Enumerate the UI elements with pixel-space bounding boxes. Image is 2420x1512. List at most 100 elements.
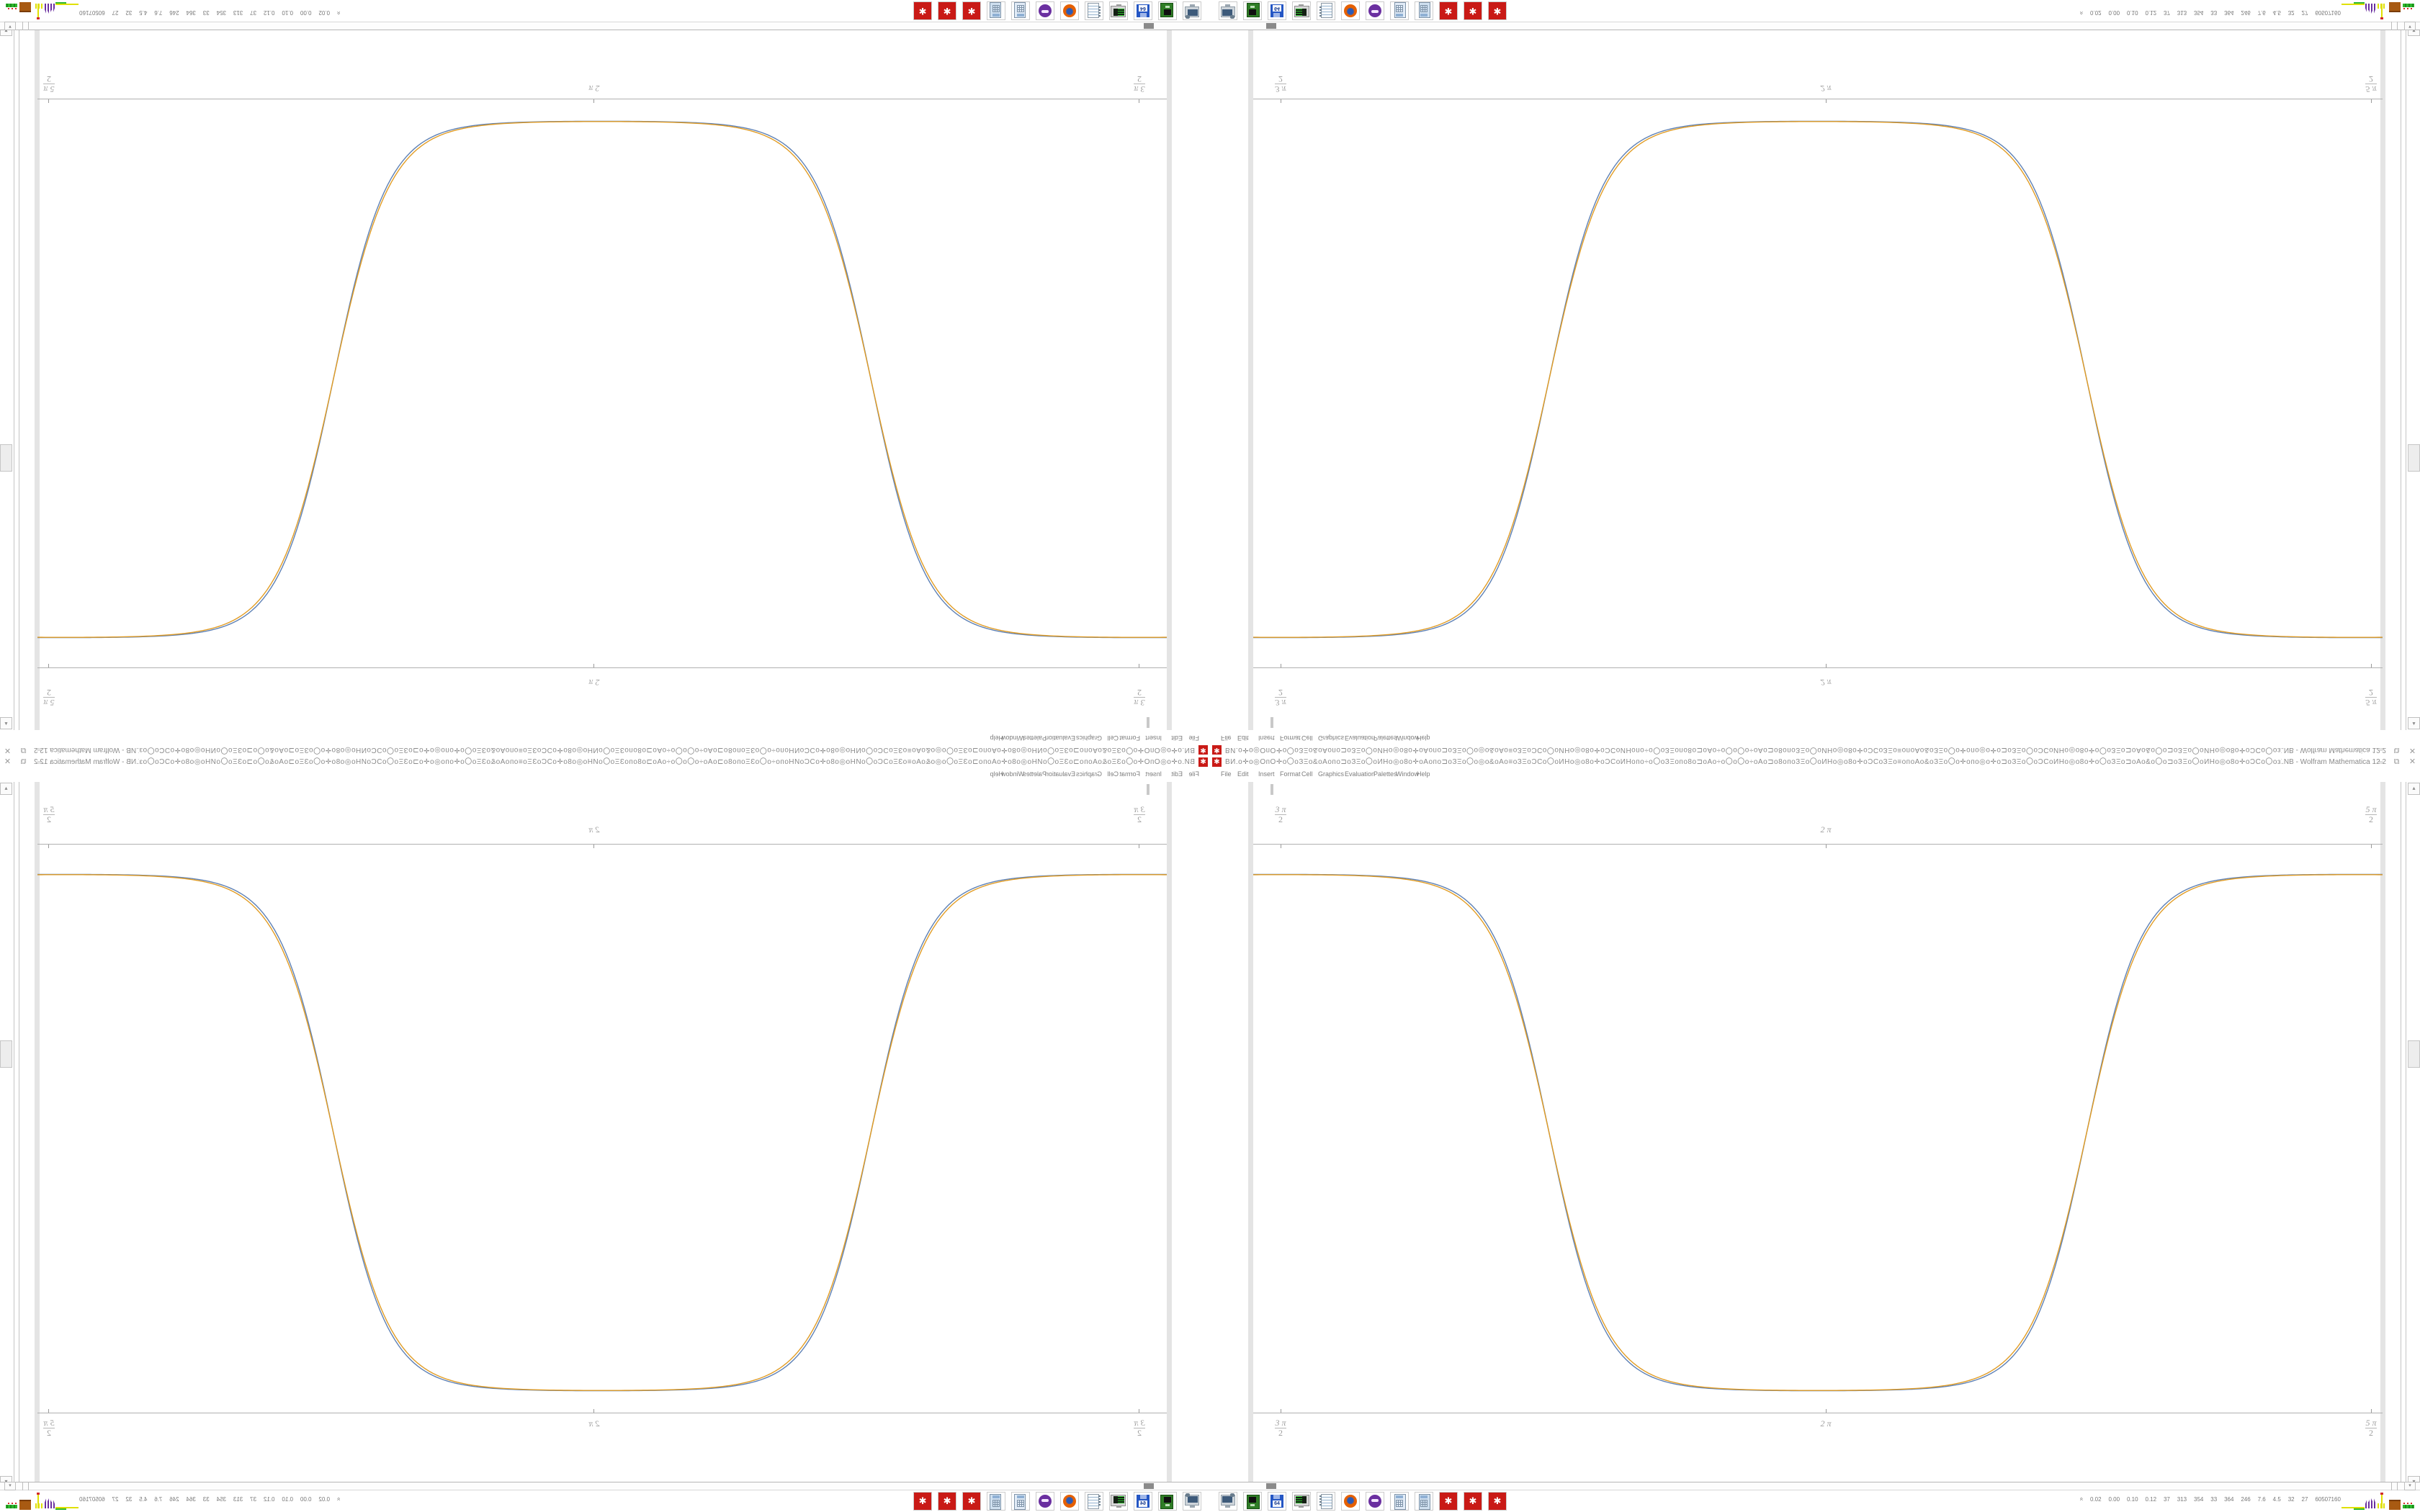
restore-button[interactable]: ⧉: [20, 746, 27, 755]
menu-graphics[interactable]: Graphics: [1318, 770, 1345, 778]
scroll-up-button[interactable]: ▴: [0, 717, 12, 729]
launcher-floppy-64-icon[interactable]: 64: [1268, 1, 1286, 20]
menu-insert[interactable]: Insert: [1258, 770, 1275, 778]
launcher-firefox-icon[interactable]: [1341, 1, 1360, 20]
menu-edit[interactable]: Edit: [1171, 770, 1183, 778]
menu-window[interactable]: Window: [1396, 734, 1420, 742]
horizontal-scrollbar-thumb[interactable]: [1266, 1483, 1276, 1489]
menu-cell[interactable]: Cell: [1301, 770, 1313, 778]
launcher-wolfram-icon[interactable]: ✱: [962, 1, 981, 20]
restore-button[interactable]: ⧉: [20, 757, 27, 766]
launcher-purple-assistant-icon[interactable]: [1366, 1492, 1384, 1511]
launcher-calculator-alt-icon[interactable]: [987, 1, 1005, 20]
menu-edit[interactable]: Edit: [1237, 770, 1249, 778]
horizontal-scrollbar-thumb[interactable]: [1144, 23, 1154, 29]
menu-help[interactable]: Help: [1417, 734, 1430, 742]
launcher-flash-card-icon[interactable]: [1243, 1492, 1262, 1511]
window-titlebar[interactable]: ✱ ВИ.о✛о◎ОпО✛о〇оЗΞо&оАопо⊐оЗΞо〇оИНо◎о8о✛…: [1210, 744, 2420, 756]
launcher-firefox-icon[interactable]: [1341, 1492, 1360, 1511]
close-button[interactable]: ✕: [4, 746, 12, 755]
menu-cell[interactable]: Cell: [1107, 770, 1119, 778]
launcher-wolfram-icon[interactable]: ✱: [1439, 1492, 1458, 1511]
scroll-up-button[interactable]: ▴: [2408, 717, 2420, 729]
horizontal-scrollbar[interactable]: [1210, 1482, 2420, 1490]
launcher-calculator-icon[interactable]: [1011, 1492, 1030, 1511]
menu-window[interactable]: Window: [1396, 770, 1420, 778]
launcher-monitor-settings-icon[interactable]: [1219, 1, 1237, 20]
menu-window[interactable]: Window: [1000, 734, 1024, 742]
launcher-calculator-icon[interactable]: [1011, 1, 1030, 20]
vertical-scrollbar-thumb[interactable]: [2408, 1040, 2420, 1068]
launcher-wolfram-icon[interactable]: ✱: [938, 1492, 956, 1511]
launcher-wolfram-icon[interactable]: ✱: [913, 1492, 932, 1511]
menu-palettes[interactable]: Palettes: [1023, 734, 1047, 742]
menu-evaluation[interactable]: Evaluation: [1044, 770, 1075, 778]
window-titlebar[interactable]: ✱ ВИ.о✛о◎ОпО✛о〇оЗΞо&оАопо⊐оЗΞо〇оИНо◎о8о✛…: [1210, 756, 2420, 768]
horizontal-scrollbar[interactable]: [1210, 22, 2420, 30]
minimize-button[interactable]: –: [2378, 757, 2383, 766]
close-button[interactable]: ✕: [2408, 746, 2416, 755]
magnification-dropdown[interactable]: ▾: [4, 22, 16, 30]
launcher-text-editor-icon[interactable]: [1085, 1, 1103, 20]
horizontal-scrollbar[interactable]: [0, 22, 1210, 30]
launcher-purple-assistant-icon[interactable]: [1036, 1492, 1054, 1511]
scroll-up-button[interactable]: ▴: [2408, 783, 2420, 795]
menu-insert[interactable]: Insert: [1145, 770, 1162, 778]
menu-format[interactable]: Format: [1119, 734, 1140, 742]
launcher-monitor-settings-icon[interactable]: [1183, 1, 1201, 20]
menu-help[interactable]: Help: [990, 770, 1003, 778]
menu-file[interactable]: File: [1221, 734, 1232, 742]
launcher-floppy-64-icon[interactable]: 64: [1134, 1492, 1152, 1511]
launcher-wolfram-icon[interactable]: ✱: [1488, 1492, 1507, 1511]
menu-palettes[interactable]: Palettes: [1023, 770, 1047, 778]
magnification-dropdown[interactable]: ▾: [4, 1482, 16, 1490]
horizontal-scrollbar-thumb[interactable]: [1144, 1483, 1154, 1489]
menu-file[interactable]: File: [1221, 770, 1232, 778]
menu-graphics[interactable]: Graphics: [1075, 770, 1102, 778]
launcher-purple-assistant-icon[interactable]: [1366, 1, 1384, 20]
launcher-calculator-alt-icon[interactable]: [987, 1492, 1005, 1511]
magnification-dropdown[interactable]: ▾: [2404, 22, 2416, 30]
launcher-wolfram-icon[interactable]: ✱: [962, 1492, 981, 1511]
launcher-floppy-64-icon[interactable]: 64: [1268, 1492, 1286, 1511]
menu-edit[interactable]: Edit: [1237, 734, 1249, 742]
vertical-scrollbar-thumb[interactable]: [0, 444, 12, 472]
launcher-wolfram-icon[interactable]: ✱: [1488, 1, 1507, 20]
launcher-floppy-64-icon[interactable]: 64: [1134, 1, 1152, 20]
launcher-flash-card-icon[interactable]: [1158, 1, 1177, 20]
launcher-text-editor-icon[interactable]: [1085, 1492, 1103, 1511]
launcher-firefox-icon[interactable]: [1060, 1, 1079, 20]
minimize-button[interactable]: –: [2378, 746, 2383, 755]
launcher-firefox-icon[interactable]: [1060, 1492, 1079, 1511]
restore-button[interactable]: ⧉: [2393, 746, 2400, 755]
horizontal-scrollbar-thumb[interactable]: [1266, 23, 1276, 29]
launcher-calculator-icon[interactable]: [1390, 1492, 1409, 1511]
menu-evaluation[interactable]: Evaluation: [1345, 734, 1376, 742]
menu-insert[interactable]: Insert: [1258, 734, 1275, 742]
launcher-wolfram-icon[interactable]: ✱: [1464, 1492, 1482, 1511]
sysmon-expand-icon[interactable]: «: [2078, 11, 2086, 15]
launcher-wolfram-icon[interactable]: ✱: [1439, 1, 1458, 20]
launcher-terminal-monitor-icon[interactable]: [1292, 1492, 1311, 1511]
launcher-wolfram-icon[interactable]: ✱: [913, 1, 932, 20]
menu-cell[interactable]: Cell: [1107, 734, 1119, 742]
launcher-text-editor-icon[interactable]: [1317, 1492, 1335, 1511]
menu-format[interactable]: Format: [1280, 734, 1301, 742]
launcher-terminal-monitor-icon[interactable]: [1109, 1492, 1128, 1511]
launcher-calculator-alt-icon[interactable]: [1415, 1, 1433, 20]
sysmon-expand-icon[interactable]: «: [334, 11, 342, 15]
launcher-text-editor-icon[interactable]: [1317, 1, 1335, 20]
sysmon-expand-icon[interactable]: «: [2078, 1497, 2086, 1501]
menu-palettes[interactable]: Palettes: [1373, 734, 1397, 742]
menu-edit[interactable]: Edit: [1171, 734, 1183, 742]
menu-evaluation[interactable]: Evaluation: [1345, 770, 1376, 778]
launcher-purple-assistant-icon[interactable]: [1036, 1, 1054, 20]
menu-graphics[interactable]: Graphics: [1318, 734, 1345, 742]
minimize-button[interactable]: –: [37, 757, 42, 766]
launcher-terminal-monitor-icon[interactable]: [1292, 1, 1311, 20]
sysmon-expand-icon[interactable]: «: [334, 1497, 342, 1501]
horizontal-scrollbar[interactable]: [0, 1482, 1210, 1490]
menu-palettes[interactable]: Palettes: [1373, 770, 1397, 778]
launcher-calculator-icon[interactable]: [1390, 1, 1409, 20]
menu-cell[interactable]: Cell: [1301, 734, 1313, 742]
